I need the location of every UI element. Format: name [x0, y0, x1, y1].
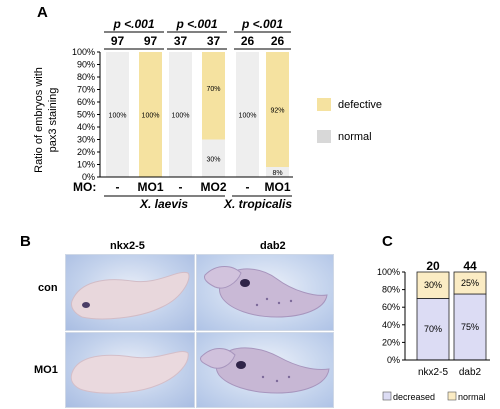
chart-c-category: nkx2-5 [418, 367, 448, 378]
chart-a-mo-label: MO1 [264, 180, 290, 194]
chart-a-ylabel-1: Ratio of embryos with [33, 67, 45, 173]
legend-decreased-label: decreased [393, 392, 435, 402]
chart-a-ytick-label: 0% [82, 172, 95, 182]
chart-a-bar-normal [106, 52, 129, 177]
legend-c-normal-swatch [447, 391, 457, 401]
chart-c-count: 44 [463, 259, 477, 273]
chart-c-label-normal: 25% [461, 278, 479, 288]
chart-a-ytick-label: 60% [77, 97, 95, 107]
chart-a-mo-label: MO2 [200, 180, 226, 194]
row-label-con: con [38, 282, 58, 294]
chart-a-label-normal: 8% [272, 170, 282, 177]
chart-a-label-normal: 100% [172, 113, 190, 120]
chart-a-ytick-label: 20% [77, 147, 95, 157]
chart-c-ytick-label: 0% [387, 355, 400, 365]
chart-a-bar-defective [139, 52, 162, 177]
chart-a-count: 37 [174, 34, 188, 48]
col-label-dab2: dab2 [260, 240, 286, 252]
chart-a-count: 97 [111, 34, 125, 48]
chart-c-label-normal: 30% [424, 280, 442, 290]
chart-a-mo-label: - [116, 180, 120, 194]
photo-nkx2-5-con [65, 254, 195, 331]
chart-a-bar-normal [202, 139, 225, 177]
chart-a-label-normal: 30% [206, 156, 220, 163]
photo-dab2-con [196, 254, 334, 331]
species-label-laevis: X. laevis [139, 197, 188, 211]
chart-a-ytick-label: 100% [72, 47, 95, 57]
chart-a-count: 26 [271, 34, 285, 48]
chart-a-count: 26 [241, 34, 255, 48]
chart-a-label-normal: 100% [239, 113, 257, 120]
legend-normal-swatch [317, 130, 331, 143]
legend-normal-label: normal [338, 131, 372, 143]
panel-b-letter: B [20, 233, 31, 250]
chart-a-ytick-label: 10% [77, 160, 95, 170]
chart-c-ytick-label: 60% [382, 302, 400, 312]
chart-a-pvalue: p <.001 [241, 17, 283, 31]
photo-dab2-mo1 [196, 332, 334, 408]
chart-c-bar-decreased [453, 293, 487, 361]
legend-c-normal-label: normal [458, 392, 486, 402]
chart-a-label-defective: 92% [270, 108, 284, 115]
chart-c-bar-normal [453, 271, 487, 295]
chart-c-bar-normal [416, 271, 450, 299]
chart-a-ytick-label: 40% [77, 122, 95, 132]
chart-c-label-decreased: 75% [461, 322, 479, 332]
chart-a-count: 37 [207, 34, 221, 48]
legend-decreased-swatch [382, 391, 392, 401]
chart-a-ytick-label: 70% [77, 85, 95, 95]
chart-c-ytick-label: 100% [377, 267, 400, 277]
chart-a-label-defective: 70% [206, 86, 220, 93]
row-label-mo1: MO1 [34, 364, 58, 376]
chart-a-bar-defective [202, 52, 225, 140]
chart-a-mo-label: MO1 [137, 180, 163, 194]
chart-a-mo-label: - [246, 180, 250, 194]
chart-a-bar-normal [169, 52, 192, 177]
chart-c-ytick-label: 20% [382, 337, 400, 347]
panel-a-letter: A [37, 4, 48, 21]
chart-c-label-decreased: 70% [424, 324, 442, 334]
chart-c-ytick-label: 80% [382, 285, 400, 295]
chart-a-label-normal: 100% [109, 113, 127, 120]
chart-a-bar-defective [266, 52, 289, 167]
chart-a-ytick-label: 50% [77, 110, 95, 120]
legend-defective-swatch [317, 98, 331, 111]
chart-a-ytick-label: 80% [77, 72, 95, 82]
chart-c-ytick-label: 40% [382, 320, 400, 330]
legend-defective-label: defective [338, 99, 382, 111]
chart-c-count: 20 [426, 259, 440, 273]
chart-a-pvalue: p <.001 [175, 17, 217, 31]
chart-a-ylabel-2: pax3 staining [47, 88, 59, 153]
chart-a-ytick-label: 90% [77, 60, 95, 70]
chart-a-bar-normal [266, 167, 289, 177]
chart-a: Ratio of embryos with pax3 staining 0% 10… [33, 17, 382, 211]
chart-a-ytick-label: 30% [77, 135, 95, 145]
species-label-tropicalis: X. tropicalis [223, 197, 292, 211]
mo-label: MO: [73, 180, 96, 194]
photo-nkx2-5-mo1 [65, 332, 195, 408]
chart-a-mo-label: - [179, 180, 183, 194]
panel-c-letter: C [382, 233, 393, 250]
chart-a-label-defective: 100% [142, 113, 160, 120]
chart-a-pvalue: p <.001 [112, 17, 154, 31]
chart-a-bar-normal [236, 52, 259, 177]
chart-a-count: 97 [144, 34, 158, 48]
chart-c-category: dab2 [459, 367, 482, 378]
col-label-nkx2-5: nkx2-5 [110, 240, 145, 252]
